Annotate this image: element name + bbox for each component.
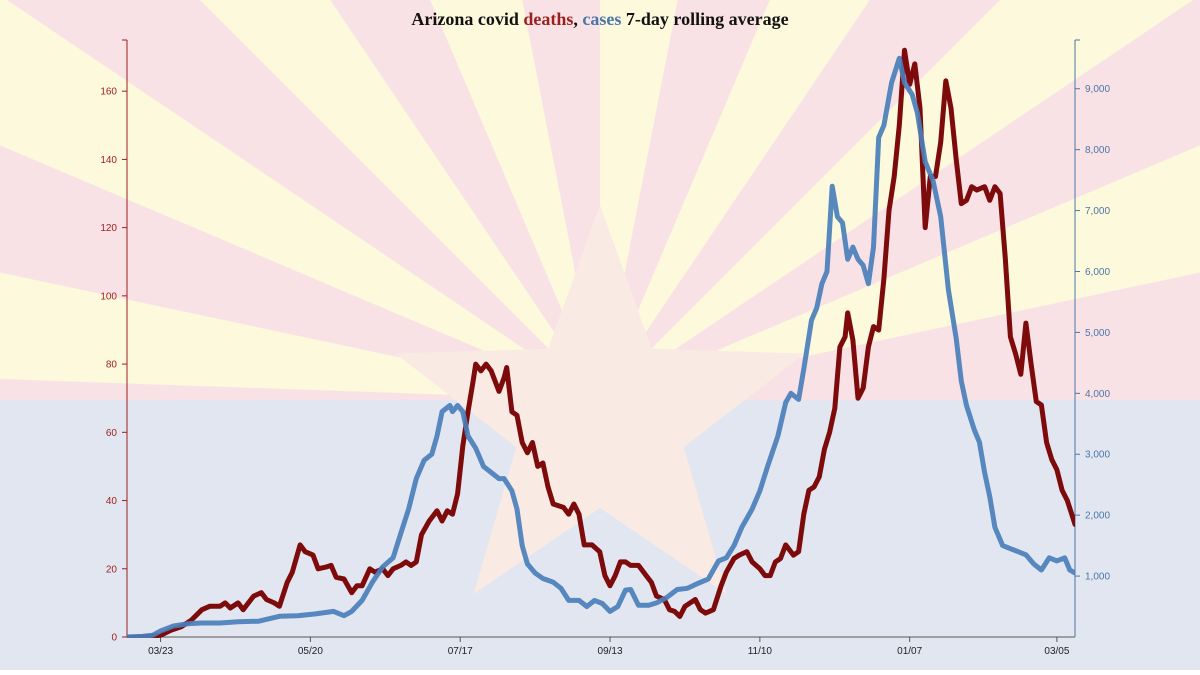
left-axis-tick-label: 40: [106, 496, 118, 507]
title-deaths-word: deaths: [523, 9, 573, 29]
flag-rays: [0, 0, 1200, 400]
x-axis-tick-label: 05/20: [298, 646, 323, 657]
title-suffix: 7-day rolling average: [621, 9, 788, 29]
right-axis-tick-label: 7,000: [1085, 206, 1110, 217]
left-axis-tick-label: 80: [106, 360, 118, 371]
title-cases-word: cases: [582, 9, 621, 29]
title-separator: ,: [573, 9, 582, 29]
x-axis-tick-label: 03/05: [1044, 646, 1069, 657]
x-axis-tick-label: 09/13: [598, 646, 623, 657]
x-axis-tick-label: 01/07: [897, 646, 922, 657]
x-axis-tick-label: 11/10: [748, 646, 773, 657]
flag-star: [395, 205, 805, 594]
right-axis-tick-label: 5,000: [1085, 328, 1110, 339]
left-axis-tick-label: 0: [111, 633, 117, 644]
flag-ray: [600, 0, 1194, 400]
flag-ray: [600, 145, 1200, 400]
x-axis-tick-label: 07/17: [448, 646, 473, 657]
flag-ray: [430, 0, 600, 400]
title-prefix: Arizona covid: [411, 9, 523, 29]
right-axis-tick-label: 6,000: [1085, 267, 1110, 278]
right-axis-tick-label: 1,000: [1085, 572, 1110, 583]
flag-ray: [600, 0, 678, 400]
flag-ray: [200, 0, 600, 400]
left-axis-tick-label: 140: [100, 155, 117, 166]
x-axis-tick-label: 03/23: [148, 646, 173, 657]
flag-ray: [600, 0, 870, 400]
left-axis-tick-label: 60: [106, 428, 118, 439]
left-axis-tick-label: 100: [100, 291, 117, 302]
right-axis-tick-label: 3,000: [1085, 450, 1110, 461]
right-axis-tick-label: 9,000: [1085, 84, 1110, 95]
left-axis-tick-label: 120: [100, 223, 117, 234]
series-layer: [127, 47, 1075, 638]
left-axis-tick-label: 160: [100, 87, 117, 98]
right-axis-tick-label: 8,000: [1085, 145, 1110, 156]
chart-title: Arizona covid deaths, cases 7-day rollin…: [411, 9, 788, 29]
left-axis-tick-label: 20: [106, 564, 118, 575]
flag-ray: [0, 0, 600, 400]
cases-series-line: [127, 55, 1075, 638]
right-axis-tick-label: 2,000: [1085, 511, 1110, 522]
right-axis-tick-label: 4,000: [1085, 389, 1110, 400]
axes: 0 20 40 60 80 100 120 140 160 1,000 2,000 3,000 4,00…: [100, 39, 1110, 657]
